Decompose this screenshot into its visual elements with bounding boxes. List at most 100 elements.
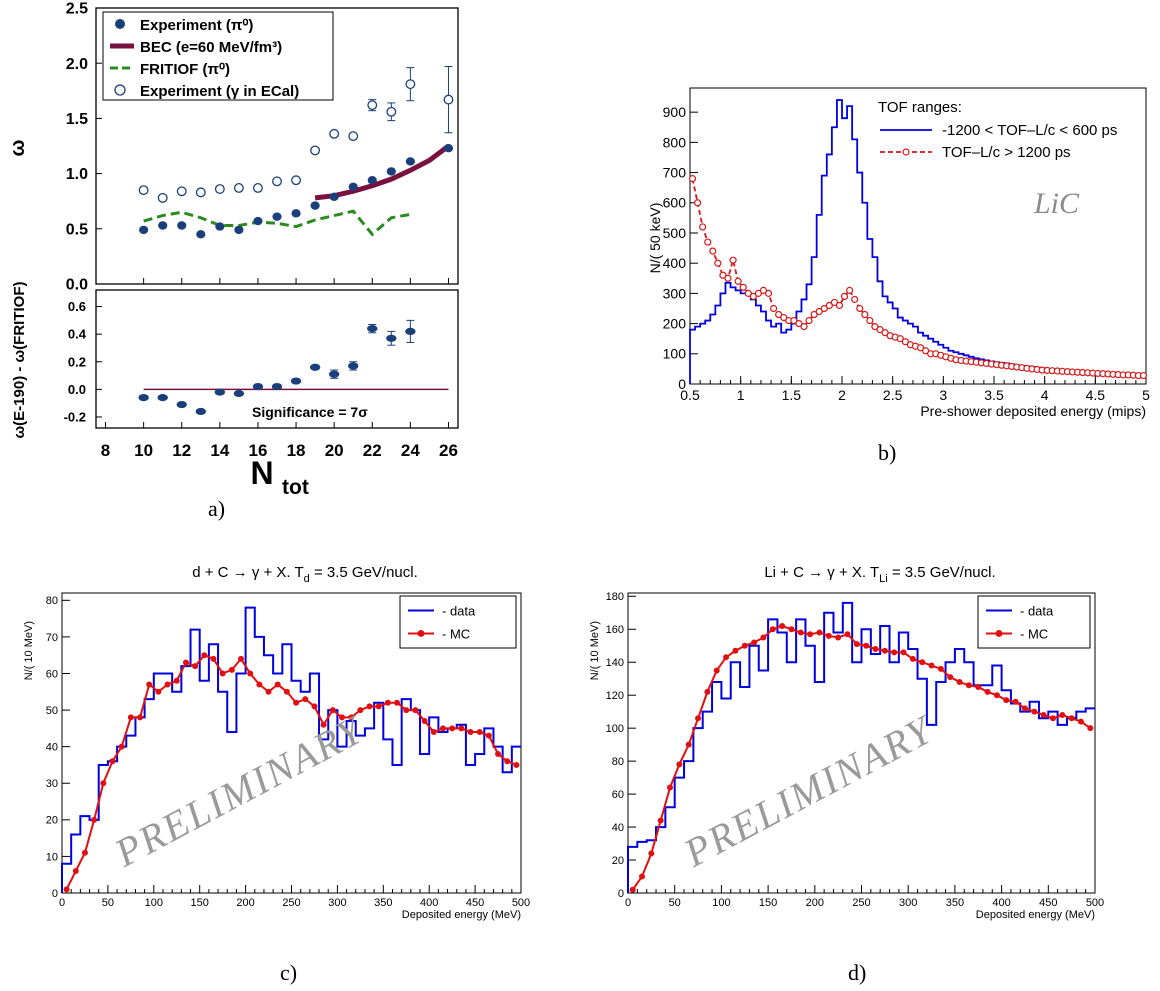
ecal-gamma-point (386, 106, 397, 117)
panel-d-mc-point (835, 634, 842, 641)
panel-c-mc-point (155, 688, 162, 695)
panel-c-mc-point (63, 886, 70, 893)
panel-d-mc-point (993, 692, 1000, 699)
panel-c-mc-point (366, 703, 373, 710)
pi0-experiment-point (253, 216, 263, 226)
panel-d-mc-point (1059, 711, 1066, 718)
x-tick-label: 24 (401, 441, 420, 460)
pi0-experiment-point (158, 221, 168, 230)
panel-c-mc-point (384, 699, 391, 706)
y-tick-label: 100 (606, 723, 624, 735)
legend-marker-mc-point (417, 629, 425, 637)
x-tick-label: 20 (325, 441, 344, 460)
panel-d-mc-point (676, 761, 683, 768)
y-tick-label: 0.2 (68, 354, 86, 369)
ecal-gamma-point (291, 175, 302, 186)
panel-c-mc-point (467, 729, 474, 736)
panel-c-mc-point (274, 681, 281, 688)
x-tick-label: 3.5 (984, 387, 1004, 403)
panel-d-y-axis-label: N/( 10 MeV) (589, 621, 601, 680)
pi0-experiment-point (234, 225, 244, 235)
ecal-gamma-point (329, 128, 340, 139)
panel-d-title: Li + C → γ + X. TLi = 3.5 GeV/nucl. (764, 564, 995, 585)
tof-delayed-point (769, 304, 778, 313)
pi0-experiment-point (310, 201, 320, 210)
legend-entry: Experiment (π⁰) (140, 17, 253, 34)
panel-c-mc-point (146, 681, 153, 688)
panel-c-mc-point (109, 758, 116, 765)
x-tick-label: 5 (1142, 387, 1150, 403)
panel-d-mc-point (648, 850, 655, 857)
panel-c-mc-point (439, 725, 446, 732)
x-tick-label: 250 (282, 897, 300, 909)
y-tick-label: 900 (663, 104, 687, 120)
y-tick-label: 200 (663, 315, 687, 331)
legend-entry-mc: - MC (1020, 626, 1048, 641)
panel-d-mc-point (1049, 715, 1056, 722)
panel-d-mc-point (741, 642, 748, 649)
tof-delayed-point (810, 310, 818, 319)
difference-point (214, 388, 226, 396)
y-tick-label: 40 (46, 742, 58, 754)
tof-delayed-point (719, 271, 727, 279)
tof-delayed-point (754, 289, 763, 297)
y-tick-label: 300 (663, 285, 687, 301)
panel-d-mc-point (816, 629, 823, 636)
x-tick-label: 2.5 (883, 387, 903, 403)
pi0-experiment-point (196, 230, 206, 239)
difference-point (157, 394, 168, 402)
panel-c-mc-point (394, 699, 401, 706)
panel-c-mc-point (476, 729, 483, 736)
y-tick-label: 70 (46, 632, 58, 644)
panel-a-x-axis-label-subscript: tot (282, 476, 309, 499)
panel-d-mc-point (1087, 725, 1094, 732)
x-tick-label: 450 (466, 897, 484, 909)
x-tick-label: 14 (210, 441, 229, 460)
panel-c-mc-point (219, 670, 226, 677)
legend-entry-data: - data (1020, 604, 1054, 619)
panel-d-mc-point (723, 654, 730, 661)
y-tick-label: 600 (663, 195, 687, 211)
tof-delayed-point (699, 223, 707, 231)
ecal-gamma-point (272, 176, 282, 187)
y-tick-label: 2.0 (66, 56, 88, 73)
pi0-experiment-point (329, 192, 339, 201)
tof-delayed-point (835, 301, 844, 310)
tof-delayed-point (881, 329, 889, 337)
x-tick-label: 500 (1086, 897, 1104, 909)
panel-d-mc-point (713, 667, 720, 674)
panel-d-mc-point (639, 873, 646, 880)
panel-c-mc-point (485, 732, 492, 739)
tof-delayed-point (871, 323, 879, 331)
panel-d-mc-point (667, 784, 674, 791)
x-tick-label: 300 (899, 897, 917, 909)
x-tick-label: 4.5 (1086, 387, 1106, 403)
ecal-gamma-point (176, 186, 187, 197)
legend-marker-delayed-point (902, 148, 910, 156)
y-tick-label: 60 (46, 668, 58, 680)
panel-a-x-axis-label: N (250, 455, 273, 491)
x-tick-label: 200 (806, 897, 824, 909)
tof-delayed-point (866, 316, 874, 325)
x-tick-label: 0 (59, 897, 65, 909)
tof-delayed-point (876, 326, 884, 334)
y-tick-label: 100 (663, 346, 687, 362)
tof-delayed-point (734, 277, 742, 285)
panel-d-mc-point (844, 631, 851, 638)
tof-delayed-point (739, 283, 747, 291)
panel-c-y-axis-label: N/( 10 MeV) (23, 621, 35, 680)
tof-delayed-point (861, 310, 869, 319)
y-tick-label: 20 (46, 815, 58, 827)
tof-delayed-point (825, 301, 833, 310)
panel-c-mc-point (421, 718, 428, 725)
x-tick-label: 26 (439, 441, 458, 460)
panel-d-mc-point (695, 715, 702, 722)
tof-delayed-point (795, 319, 803, 328)
difference-point (271, 383, 283, 391)
legend-box (102, 11, 334, 101)
panel-c-mc-point (256, 681, 263, 688)
panel-d-mc-point (760, 634, 767, 641)
y-tick-label: 400 (663, 255, 687, 271)
x-tick-label: 400 (420, 897, 438, 909)
panel-d-mc-point (947, 674, 954, 681)
